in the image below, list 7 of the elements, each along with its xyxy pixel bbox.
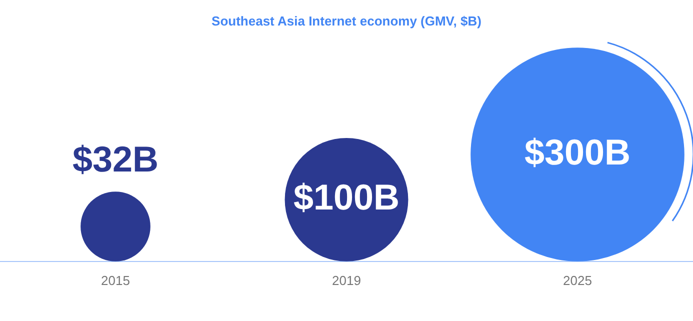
- category-label: 2015: [101, 272, 130, 288]
- category-label: 2019: [332, 272, 361, 288]
- data-label: $300B: [524, 131, 631, 172]
- category-label: 2025: [563, 272, 592, 288]
- data-label: $100B: [293, 176, 400, 218]
- data-label: $32B: [72, 138, 159, 180]
- text: Southeast Asia Internet economy (GMV, $B): [212, 13, 482, 28]
